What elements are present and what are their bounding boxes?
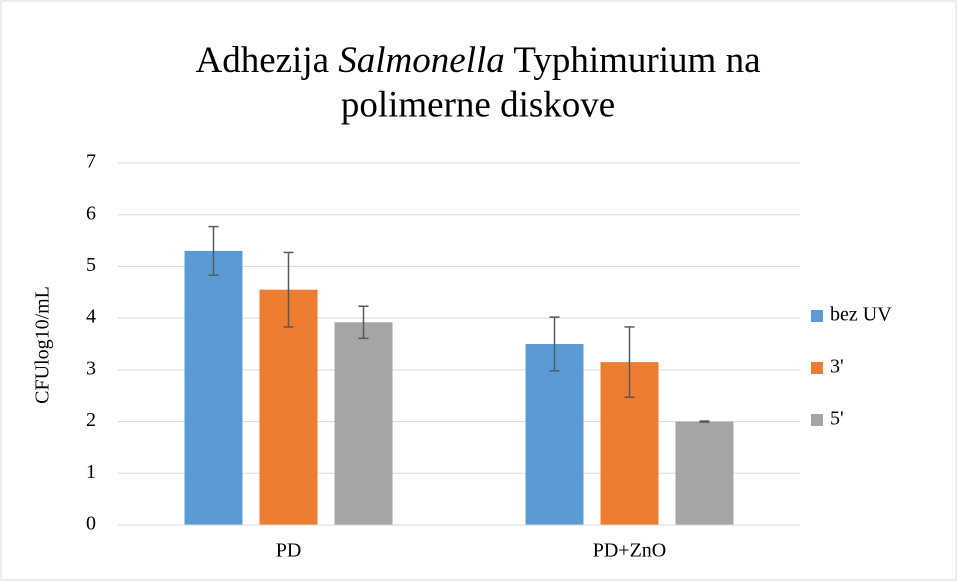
legend-label: bez UV — [830, 304, 892, 326]
bar — [334, 322, 393, 525]
y-tick-label: 3 — [86, 357, 96, 379]
chart-title: polimerne diskove — [341, 84, 615, 125]
title-part: Salmonella — [338, 40, 504, 81]
x-tick-label: PD — [276, 540, 302, 562]
legend-swatch — [811, 362, 823, 374]
title-part: Typhimurium na — [513, 40, 760, 81]
title-part: Adhezija — [195, 40, 329, 81]
bar — [259, 289, 318, 525]
bar — [675, 421, 734, 525]
y-tick-label: 7 — [86, 151, 96, 173]
y-tick-label: 2 — [86, 409, 96, 431]
bar — [184, 250, 243, 525]
y-tick-label: 0 — [86, 513, 96, 535]
y-tick-label: 4 — [86, 306, 96, 328]
bar — [525, 344, 584, 525]
y-axis-label: CFUlog10/mL — [32, 286, 54, 404]
x-tick-label: PD+ZnO — [593, 540, 667, 562]
chart-title: Adhezija Salmonella Typhimurium na — [195, 40, 760, 81]
y-tick-label: 5 — [86, 254, 96, 276]
legend-label: 5' — [830, 408, 844, 430]
legend-swatch — [811, 310, 823, 322]
y-tick-label: 6 — [86, 202, 96, 224]
legend-label: 3' — [830, 356, 844, 378]
y-tick-label: 1 — [86, 461, 96, 483]
legend-swatch — [811, 414, 823, 426]
